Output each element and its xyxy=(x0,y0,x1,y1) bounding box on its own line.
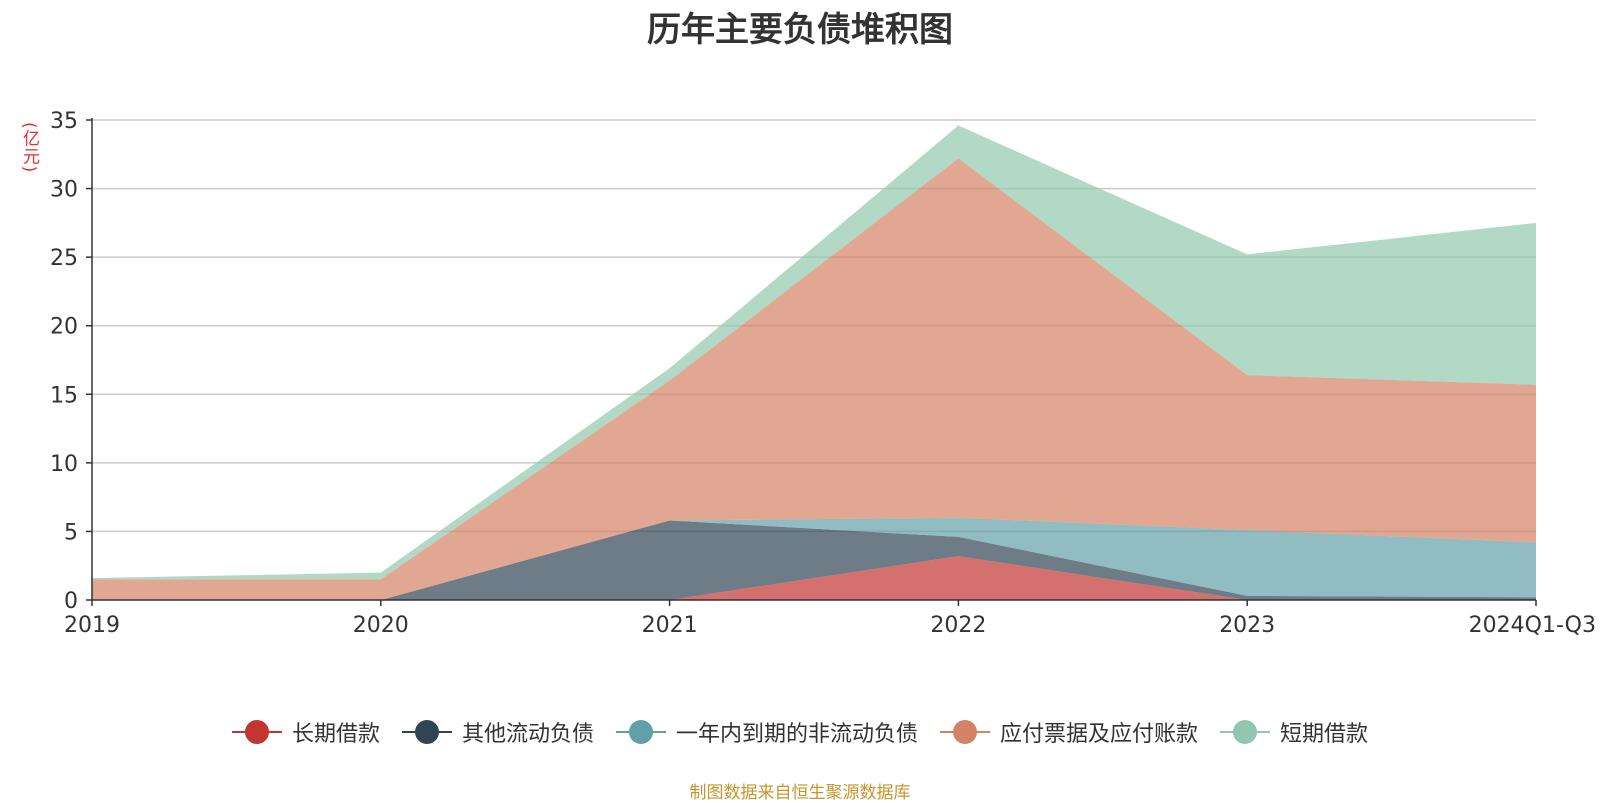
source-note: 制图数据来自恒生聚源数据库 xyxy=(689,783,911,803)
legend-marker-icon xyxy=(401,720,452,744)
legend: 长期借款 其他流动负债 一年内到期的非流动负债 应付票据及应付账款 短期借款 xyxy=(0,716,1600,748)
legend-item[interactable]: 长期借款 xyxy=(231,716,380,748)
legend-label: 其他流动负债 xyxy=(461,722,594,747)
x-tick-label: 2019 xyxy=(64,613,120,638)
area-series xyxy=(92,125,1536,600)
chart-title: 历年主要负债堆积图 xyxy=(647,10,953,50)
x-tick-label: 2024Q1-Q3 xyxy=(1469,613,1596,638)
x-tick-label: 2023 xyxy=(1219,613,1275,638)
y-tick-label: 30 xyxy=(50,178,78,203)
area-series-3 xyxy=(92,158,1536,600)
legend-label: 短期借款 xyxy=(1280,722,1369,747)
legend-marker-icon xyxy=(615,720,666,744)
legend-item[interactable]: 短期借款 xyxy=(1220,716,1368,748)
y-tick-label: 25 xyxy=(50,246,78,271)
y-tick-label: 20 xyxy=(50,315,78,340)
y-axis-unit-label: (亿元) xyxy=(19,122,39,174)
legend-item[interactable]: 应付票据及应付账款 xyxy=(940,716,1198,748)
legend-item[interactable]: 其他流动负债 xyxy=(401,716,594,748)
x-tick-label: 2022 xyxy=(930,613,986,638)
y-tick-label: 5 xyxy=(64,520,78,545)
axes: 0 5 10 15 20 25 30 35 2019 2020 2021 2022 2023 2024Q1… xyxy=(50,109,1596,638)
legend-marker-icon xyxy=(940,720,990,744)
y-tick-label: 35 xyxy=(50,109,78,134)
legend-label: 应付票据及应付账款 xyxy=(1000,722,1199,747)
area-series-1 xyxy=(92,520,1536,600)
legend-item[interactable]: 一年内到期的非流动负债 xyxy=(615,716,918,748)
area-series-4 xyxy=(92,125,1536,580)
legend-marker-icon xyxy=(231,720,282,744)
y-tick-label: 15 xyxy=(50,383,78,408)
stacked-area-chart: 0 5 10 15 20 25 30 35 2019 2020 2021 2022 2023 2024Q1… xyxy=(50,109,1596,638)
x-tick-label: 2020 xyxy=(353,613,409,638)
y-tick-label: 0 xyxy=(64,589,78,614)
y-tick-label: 10 xyxy=(50,452,78,477)
legend-label: 一年内到期的非流动负债 xyxy=(675,722,918,747)
legend-marker-icon xyxy=(1220,720,1271,744)
area-series-2 xyxy=(92,517,1536,600)
x-tick-label: 2021 xyxy=(642,613,698,638)
legend-label: 长期借款 xyxy=(291,722,380,747)
